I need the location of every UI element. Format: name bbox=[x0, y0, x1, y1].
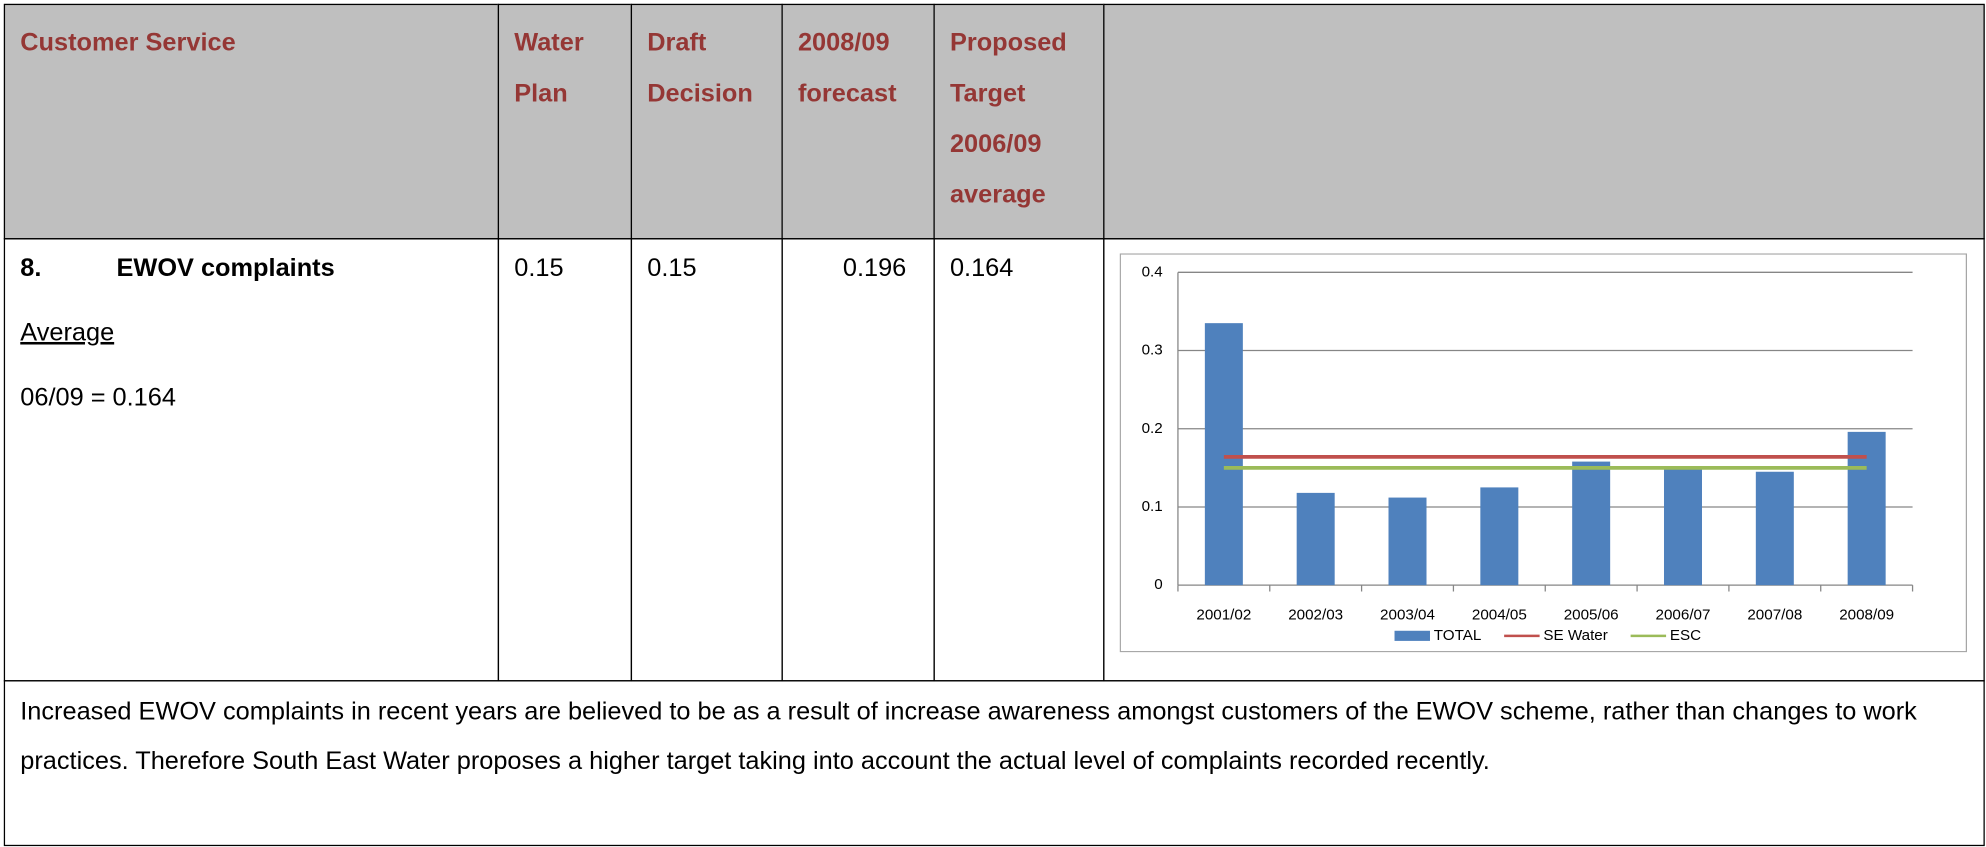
bar bbox=[1663, 467, 1702, 586]
chart-frame bbox=[1119, 253, 1968, 653]
row-number: 8. bbox=[20, 254, 42, 283]
x-tick-label: 2003/04 bbox=[1380, 607, 1435, 624]
row-label: EWOV complaints bbox=[116, 254, 335, 283]
x-tick-label: 2001/02 bbox=[1196, 607, 1251, 624]
bar bbox=[1296, 492, 1335, 586]
header-cell: Draft Decision bbox=[630, 3, 783, 240]
y-tick-label: 0.1 bbox=[1142, 498, 1163, 515]
bar bbox=[1204, 323, 1243, 586]
value-cell: 0.15 bbox=[630, 238, 783, 682]
y-tick-label: 0.3 bbox=[1142, 342, 1163, 359]
row-label-cell: 8. EWOV complaints Average 06/09 = 0.164 bbox=[3, 238, 500, 682]
value-text: 0.196 bbox=[842, 254, 907, 283]
x-tick-label: 2002/03 bbox=[1288, 607, 1343, 624]
header-cell: Proposed Target 2006/09 average bbox=[933, 3, 1105, 240]
bar bbox=[1847, 431, 1886, 586]
value-text: 0.15 bbox=[647, 254, 697, 283]
value-cell: 0.164 bbox=[933, 238, 1105, 682]
value-cell: 0.196 bbox=[781, 238, 935, 682]
x-tick-label: 2007/08 bbox=[1747, 607, 1802, 624]
x-tick-label: 2004/05 bbox=[1472, 607, 1527, 624]
header-text: Water Plan bbox=[514, 29, 584, 108]
x-tick-label: 2006/07 bbox=[1656, 607, 1711, 624]
legend-swatch bbox=[1394, 630, 1430, 641]
x-tick-label: 2008/09 bbox=[1839, 607, 1894, 624]
header-text: 2008/09 forecast bbox=[797, 29, 897, 108]
header-text: Customer Service bbox=[20, 29, 236, 57]
bar bbox=[1572, 461, 1611, 586]
header-text: Draft Decision bbox=[647, 29, 753, 108]
value-text: 0.164 bbox=[949, 254, 1014, 283]
x-tick-label: 2005/06 bbox=[1564, 607, 1619, 624]
bar bbox=[1388, 497, 1427, 586]
y-tick-label: 0 bbox=[1154, 576, 1162, 593]
legend-label: TOTAL bbox=[1434, 627, 1482, 644]
bar bbox=[1755, 471, 1794, 586]
row-title: 8. EWOV complaints bbox=[20, 255, 482, 284]
legend-label: ESC bbox=[1670, 627, 1701, 644]
note-cell: Increased EWOV complaints in recent year… bbox=[3, 680, 1985, 847]
header-cell bbox=[1103, 3, 1985, 240]
row-average: 06/09 = 0.164 bbox=[20, 383, 176, 412]
bar bbox=[1480, 487, 1519, 586]
chart: 0 0.1 0.2 0.3 0.4 2001/02 2002/03 2003/04 2004/0… bbox=[1119, 253, 1968, 653]
header-text: Proposed Target 2006/09 average bbox=[949, 29, 1067, 209]
y-tick-label: 0.2 bbox=[1142, 420, 1163, 437]
header-cell: Customer Service bbox=[3, 3, 500, 240]
header-cell: 2008/09 forecast bbox=[781, 3, 935, 240]
y-tick-label: 0.4 bbox=[1142, 263, 1163, 280]
note-text: Increased EWOV complaints in recent year… bbox=[20, 697, 1917, 776]
value-text: 0.15 bbox=[514, 254, 564, 283]
header-cell: Water Plan bbox=[497, 3, 633, 240]
row-sublabel: Average bbox=[20, 319, 115, 348]
value-cell: 0.15 bbox=[497, 238, 633, 682]
legend-label: SE Water bbox=[1543, 627, 1607, 644]
